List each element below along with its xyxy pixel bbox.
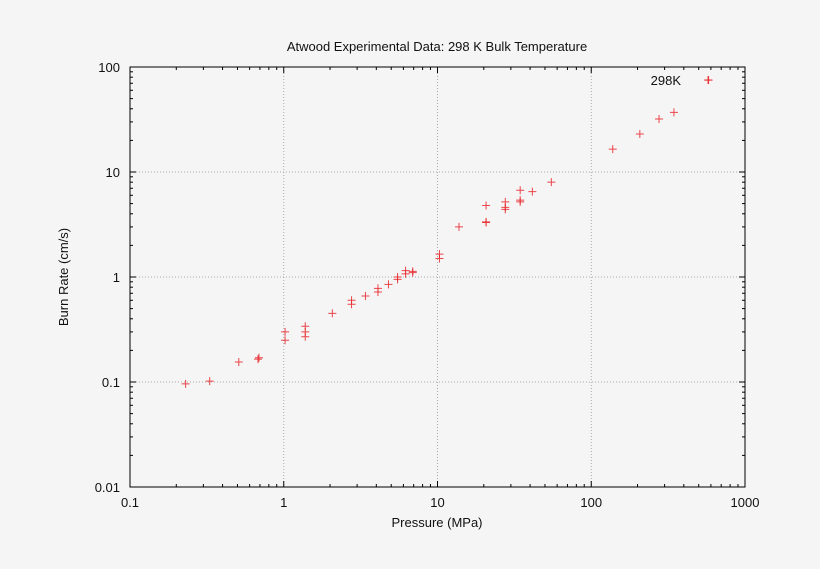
data-point (482, 201, 491, 210)
data-point (455, 222, 464, 231)
data-point (328, 309, 337, 318)
chart-title: Atwood Experimental Data: 298 K Bulk Tem… (287, 39, 587, 54)
x-axis-label: Pressure (MPa) (391, 515, 482, 530)
data-point (181, 379, 190, 388)
data-point (704, 76, 713, 85)
grid (130, 67, 745, 487)
data-point (435, 250, 444, 259)
data-point (516, 186, 525, 195)
x-tick-label: 0.1 (121, 495, 139, 510)
x-tick-label: 1 (280, 495, 287, 510)
data-point (301, 332, 310, 341)
data-point (234, 358, 243, 367)
legend-label: 298K (651, 73, 682, 88)
data-point (253, 355, 262, 364)
data-point (516, 196, 525, 205)
data-point (361, 291, 370, 300)
data-point (501, 203, 510, 212)
data-point (393, 273, 402, 281)
data-point (384, 280, 393, 289)
data-points (181, 76, 713, 388)
data-point (528, 187, 537, 196)
data-point (408, 267, 417, 276)
data-point (281, 327, 290, 336)
y-tick-label: 10 (106, 165, 120, 180)
data-point (482, 217, 491, 226)
y-tick-label: 100 (98, 60, 120, 75)
legend: 298K (651, 73, 712, 88)
y-tick-label: 0.1 (102, 375, 120, 390)
data-point (401, 266, 410, 275)
data-point (373, 284, 382, 293)
data-point (205, 377, 214, 386)
y-tick-labels: 0.01 0.1 1 10 100 (95, 60, 120, 495)
y-axis-label: Burn Rate (cm/s) (56, 228, 71, 326)
data-point (547, 178, 556, 187)
x-tick-label: 10 (430, 495, 444, 510)
axis-ticks (129, 67, 745, 488)
data-point (635, 130, 644, 139)
x-tick-label: 100 (580, 495, 602, 510)
x-tick-labels: 0.1 1 10 100 1000 (121, 495, 760, 510)
data-point (347, 300, 356, 309)
y-tick-label: 0.01 (95, 480, 120, 495)
x-tick-label: 1000 (731, 495, 760, 510)
data-point (669, 108, 678, 117)
data-point (608, 145, 617, 154)
y-tick-label: 1 (113, 270, 120, 285)
data-point (655, 114, 664, 123)
data-point (281, 336, 290, 345)
data-point (254, 353, 263, 362)
